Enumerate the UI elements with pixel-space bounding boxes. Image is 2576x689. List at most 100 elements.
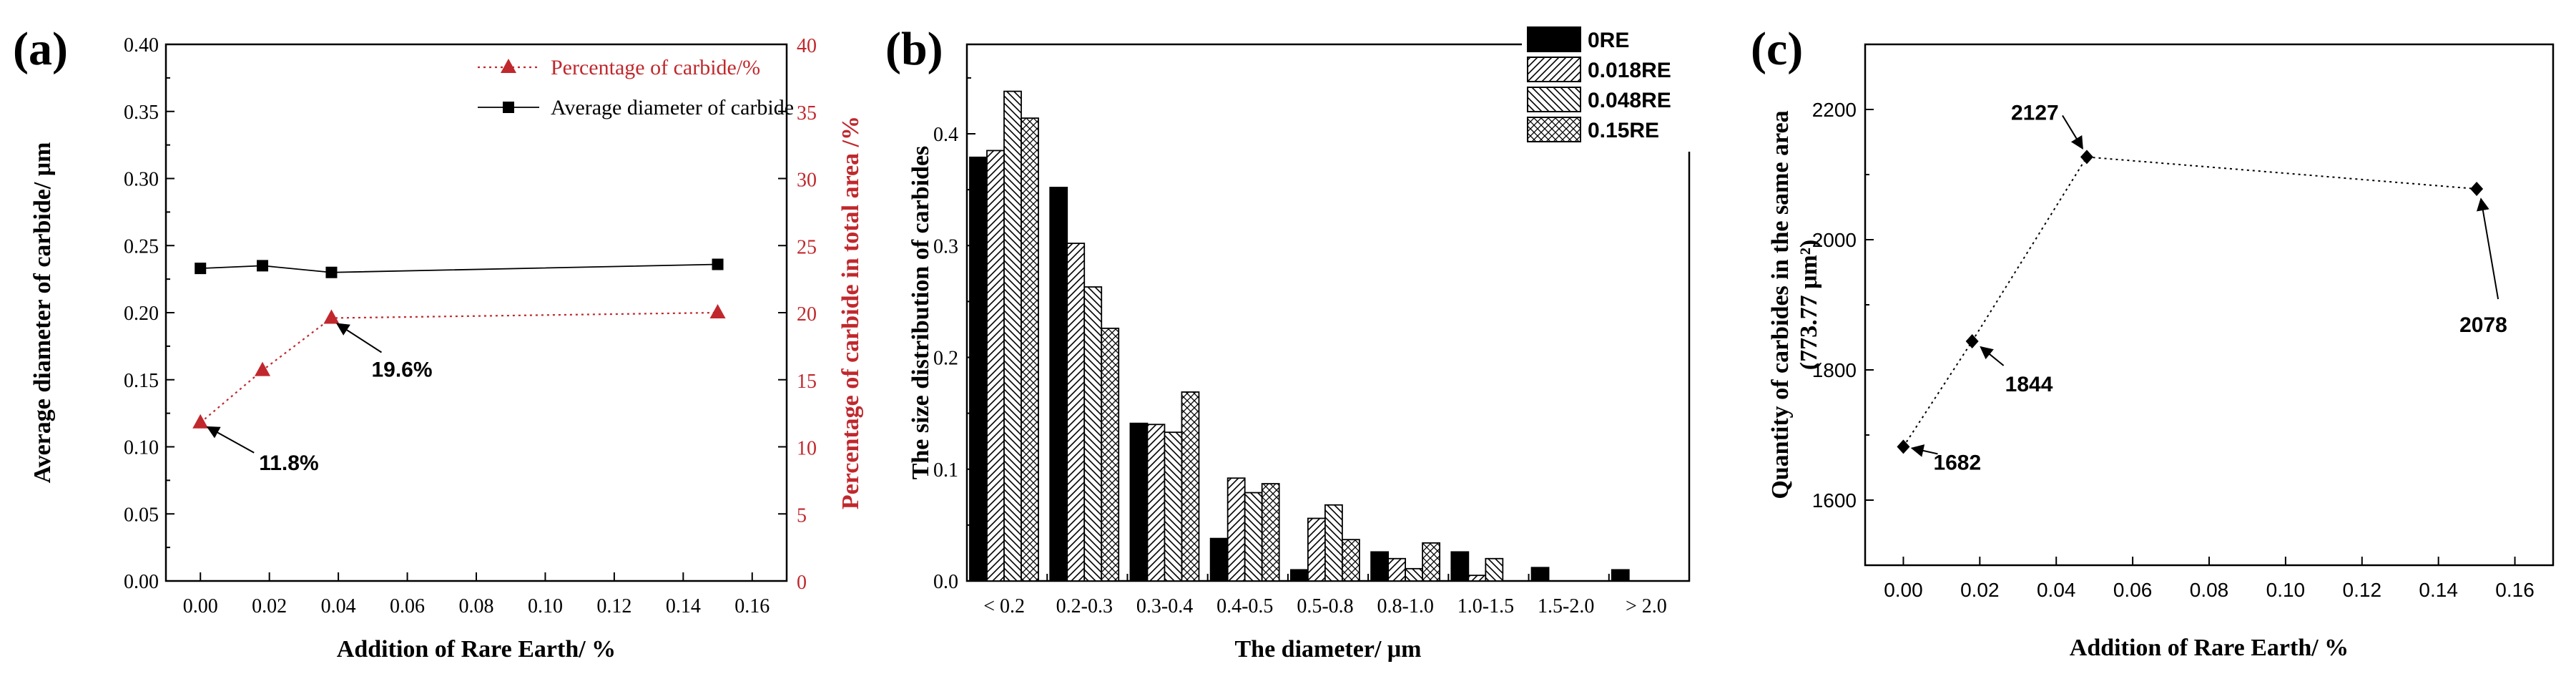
legend-label: Percentage of carbide/%	[551, 56, 760, 79]
bar-0.018re	[1307, 517, 1326, 582]
bar-0.048re	[1003, 90, 1022, 582]
legend-marker	[503, 102, 514, 113]
legend-swatch	[1527, 26, 1581, 52]
panel-label: (a)	[13, 23, 68, 75]
legend-label: 0.048RE	[1588, 89, 1671, 112]
data-point	[1965, 333, 1979, 348]
x-axis-title: Addition of Rare Earth/ %	[2070, 635, 2349, 661]
annotation-label: 2078	[2459, 313, 2507, 337]
data-point	[323, 309, 340, 324]
y-tick-label: 0.2	[933, 348, 958, 370]
annotation-label: 2127	[2011, 101, 2059, 124]
legend-marker	[501, 59, 516, 73]
x-tick-label: 0.2-0.3	[1056, 595, 1113, 617]
y-axis-title: Average diameter of carbide/ μm	[29, 142, 56, 484]
y2-tick-label: 40	[797, 35, 817, 57]
x-tick-label: 0.00	[1884, 579, 1923, 601]
plot-frame	[164, 43, 788, 582]
bar-0re	[969, 156, 988, 582]
legend-label: 0.018RE	[1588, 59, 1671, 82]
x-tick-label: 1.5-2.0	[1538, 595, 1594, 617]
bar-0.15re	[1422, 542, 1441, 582]
bar-0.018re	[1468, 575, 1487, 582]
bar-0.15re	[1101, 327, 1120, 582]
y2-tick-label: 20	[797, 303, 817, 326]
x-tick-label: 0.12	[596, 595, 631, 617]
panel-label: (b)	[885, 23, 943, 75]
annotation-arrow	[1980, 346, 2005, 366]
legend-swatch	[1527, 117, 1581, 142]
legend-label: 0RE	[1588, 29, 1629, 52]
data-point	[709, 304, 726, 318]
y2-axis-title: Percentage of carbide in total area /%	[837, 116, 864, 509]
x-tick-label: 0.4-0.5	[1216, 595, 1273, 617]
x-tick-label: 0.08	[459, 595, 494, 617]
data-point	[257, 260, 269, 272]
panel-c-chart: (c) 1600 1800 2000 2200 0.00 0.02 0.04 0.06 0.08 0…	[1751, 23, 2555, 661]
data-point	[195, 263, 207, 275]
x-tick-label: 0.14	[666, 595, 701, 617]
bar-0.15re	[1341, 539, 1360, 582]
legend-label: 0.15RE	[1588, 119, 1659, 142]
y2-tick-label: 10	[797, 438, 817, 460]
y-tick-label: 2000	[1812, 229, 1857, 251]
data-point	[1897, 439, 1910, 454]
x-tick-label: 0.12	[2343, 579, 2382, 601]
y-tick-label: 0.1	[933, 459, 958, 482]
y2-tick-label: 35	[797, 102, 817, 124]
y-tick-label: 1800	[1812, 359, 1857, 381]
plot-frame	[1864, 43, 2555, 567]
bar-0re	[1370, 551, 1390, 582]
x-axis-title: The diameter/ μm	[1235, 636, 1422, 663]
annotation-label: 1682	[1933, 451, 1981, 474]
y-tick-label: 1600	[1812, 489, 1857, 512]
bar-0.048re	[1244, 492, 1263, 582]
bar-0.048re	[1485, 557, 1504, 582]
y-axis-title-unit: (773.77 μm²)	[1796, 240, 1822, 370]
y2-tick-label: 0	[797, 572, 807, 594]
bar-0.048re	[1405, 567, 1424, 582]
x-tick-label: 0.14	[2419, 579, 2458, 601]
y-tick-label: 0.15	[124, 370, 159, 392]
x-tick-label: 0.5-0.8	[1297, 595, 1353, 617]
series-line	[1902, 156, 2477, 447]
series-line-2	[200, 263, 718, 273]
annotation-label: 19.6%	[371, 358, 432, 382]
annotation-label: 11.8%	[259, 451, 318, 475]
y-tick-label: 0.30	[124, 169, 159, 191]
y2-tick-label: 25	[797, 236, 817, 258]
bar-0.018re	[1146, 424, 1166, 582]
legend-swatch	[1527, 87, 1581, 112]
x-tick-label: < 0.2	[983, 595, 1025, 617]
bar-0re	[1289, 569, 1309, 582]
x-tick-label: 0.10	[528, 595, 563, 617]
y-tick-label: 0.20	[124, 303, 159, 325]
data-point	[192, 414, 209, 429]
y-tick-label: 0.05	[124, 504, 159, 526]
legend-swatch	[1527, 57, 1581, 82]
y-tick-label: 0.4	[933, 124, 958, 146]
x-tick-label: 0.10	[2266, 579, 2306, 601]
data-point	[325, 266, 338, 278]
bar-0.15re	[1181, 391, 1200, 582]
annotation-arrow	[2062, 114, 2083, 150]
y2-tick-label: 30	[797, 170, 817, 192]
x-tick-label: 0.00	[183, 595, 218, 617]
bar-0.018re	[1387, 557, 1407, 582]
y-tick-label: 0.00	[124, 571, 159, 593]
y2-tick-label: 5	[797, 504, 807, 527]
data-point	[255, 361, 271, 376]
y-tick-label: 0.35	[124, 102, 159, 124]
bar-0re	[1530, 567, 1550, 582]
annotation-label: 1844	[2005, 373, 2053, 396]
bar-0re	[1611, 569, 1630, 582]
data-point	[2470, 182, 2484, 197]
x-axis-title: Addition of Rare Earth/ %	[337, 636, 616, 663]
y-tick-label: 0.40	[124, 34, 159, 57]
y-axis-title: The size distribution of carbides	[908, 146, 934, 480]
x-tick-label: 0.06	[2113, 579, 2153, 601]
y-tick-label: 2200	[1812, 99, 1857, 121]
annotation-arrow	[335, 323, 383, 353]
data-point	[712, 258, 724, 270]
